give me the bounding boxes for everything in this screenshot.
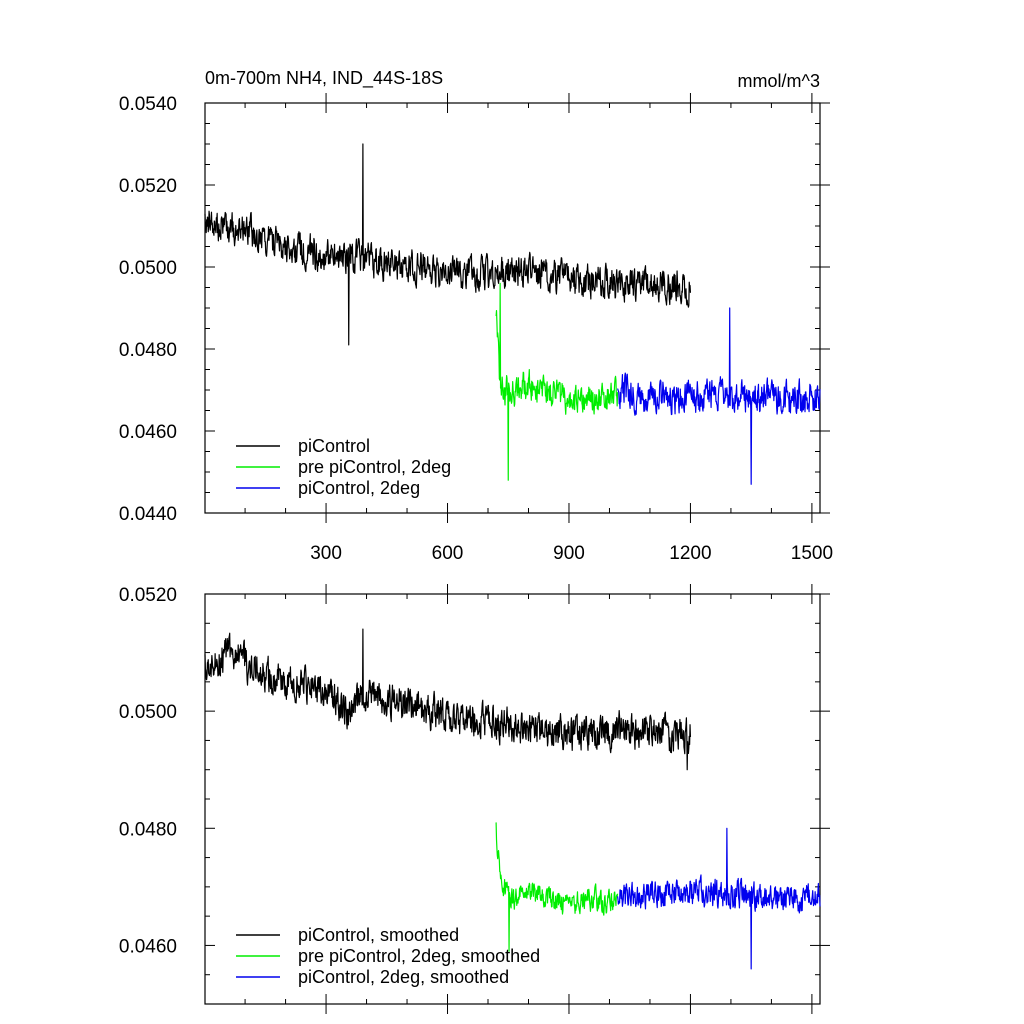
y-tick-label: 0.0520 [119,176,177,197]
y-tick-label: 0.0440 [119,504,177,525]
bottom-panel: 0.0460 0.0480 0.0500 0.0520 piControl, smoot… [119,584,830,1014]
y-tick-label: 0.0520 [119,585,177,606]
series-line-3 [616,307,821,485]
legend-label: pre piControl, 2deg [298,457,451,477]
legend-label: piControl, 2deg [298,478,420,498]
y-tick-label: 0.0460 [119,422,177,443]
y-tick-label: 0.0480 [119,340,177,361]
x-tick-label: 1200 [669,543,711,564]
series-line-2 [495,822,619,952]
y-tick-label: 0.0480 [119,819,177,840]
series-line-2 [495,282,619,481]
y-tick-label: 0.0460 [119,936,177,957]
x-tick-label: 600 [432,543,464,564]
y-tick-label: 0.0540 [119,94,177,115]
series-line-1 [204,143,692,346]
y-tick-label: 0.0500 [119,702,177,723]
legend-label: pre piControl, 2deg, smoothed [298,946,540,966]
y-tick-label: 0.0500 [119,258,177,279]
legend-label: piControl, 2deg, smoothed [298,967,509,987]
series-line-3 [616,827,821,970]
legend-label: piControl, smoothed [298,925,459,945]
chart-title: 0m-700m NH4, IND_44S-18S [205,68,443,89]
top-panel: 300 600 900 1200 1500 0.0440 0.0460 0.0480 0.050… [119,93,833,564]
x-tick-label: 900 [553,543,585,564]
series-line-1 [204,628,692,771]
units-label: mmol/m^3 [738,71,820,91]
x-tick-label: 300 [310,543,342,564]
x-tick-label: 1500 [791,543,833,564]
legend-label: piControl [298,436,370,456]
